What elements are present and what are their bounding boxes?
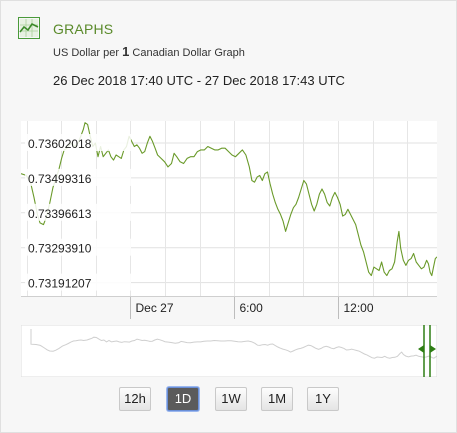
price-chart[interactable]: Dec 27 6:00 12:00 0.73191207 0.73293910 0.733… — [21, 119, 437, 319]
y-tick-label: 0.73396613 — [28, 207, 92, 221]
navigator-background — [21, 325, 437, 377]
y-tick-label: 0.73293910 — [28, 242, 92, 256]
y-tick-label: 0.73191207 — [28, 277, 92, 291]
graph-subtitle: US Dollar per 1 Canadian Dollar Graph — [53, 44, 245, 59]
subtitle-prefix: US Dollar per — [53, 47, 120, 59]
navigator-series — [30, 329, 437, 359]
y-tick-label: 0.73602018 — [28, 137, 92, 151]
date-range: 26 Dec 2018 17:40 UTC - 27 Dec 2018 17:4… — [53, 73, 345, 88]
subtitle-amount: 1 — [122, 44, 130, 59]
y-tick-label-bg — [25, 168, 131, 186]
range-button-1d[interactable]: 1D — [167, 387, 199, 411]
graphs-icon — [18, 17, 40, 39]
x-tick-label: Dec 27 — [136, 301, 174, 315]
range-button-1m[interactable]: 1M — [261, 387, 293, 411]
range-button-12h[interactable]: 12h — [119, 387, 151, 411]
y-tick-label-bg — [25, 134, 131, 152]
range-button-1y[interactable]: 1Y — [307, 387, 339, 411]
navigator-arrow-left-icon[interactable] — [418, 345, 424, 353]
x-tick-label: 6:00 — [240, 301, 264, 315]
y-tick-label: 0.73499316 — [28, 172, 92, 186]
x-tick-label: 12:00 — [344, 301, 374, 315]
y-tick-label-bg — [25, 238, 131, 256]
section-title: GRAPHS — [53, 21, 114, 37]
range-button-1w[interactable]: 1W — [215, 387, 247, 411]
navigator-chart[interactable] — [21, 325, 437, 377]
y-tick-label-bg — [25, 273, 131, 291]
subtitle-suffix: Canadian Dollar Graph — [132, 47, 245, 59]
y-tick-label-bg — [25, 203, 131, 221]
navigator-arrow-right-icon[interactable] — [430, 345, 436, 353]
